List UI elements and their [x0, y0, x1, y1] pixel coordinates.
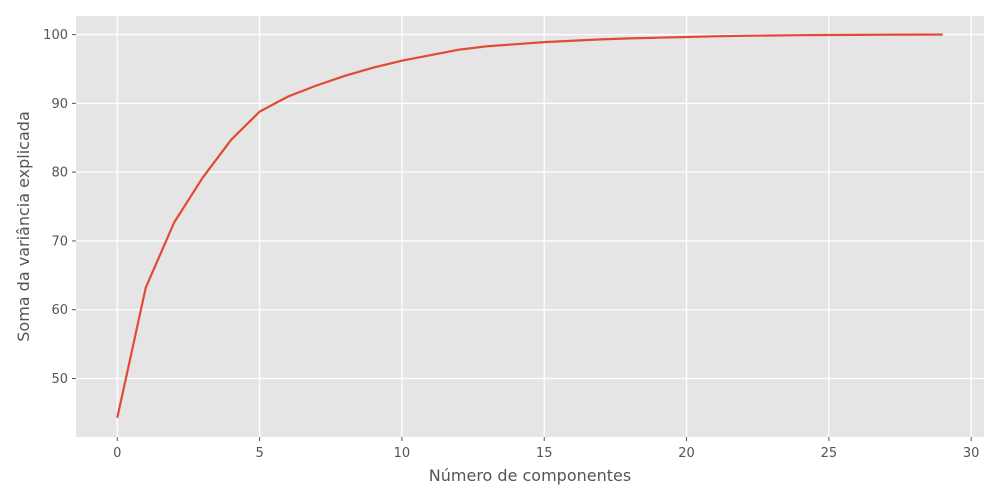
- y-axis-title: Soma da variância explicada: [14, 111, 33, 341]
- x-tick-label: 25: [821, 446, 838, 461]
- plot-area: [76, 16, 984, 437]
- series-group: [116, 33, 943, 418]
- x-tick-label: 0: [113, 446, 121, 461]
- y-tick-label: 90: [51, 97, 68, 112]
- y-tick-label: 50: [51, 372, 68, 387]
- x-tick-label: 30: [963, 446, 980, 461]
- x-tick-label: 10: [394, 446, 411, 461]
- series-line: [116, 33, 943, 418]
- y-tick-label: 100: [43, 28, 68, 43]
- y-axis-ticks: 50 60 70 80 90 100: [43, 28, 76, 387]
- y-tick-label: 60: [51, 303, 68, 318]
- x-axis-title: Número de componentes: [429, 466, 631, 485]
- y-tick-label: 70: [51, 234, 68, 249]
- x-tick-label: 5: [255, 446, 263, 461]
- x-axis-ticks: 0 5 10 15 20 25 30: [113, 437, 979, 461]
- y-tick-label: 80: [51, 166, 68, 181]
- x-tick-label: 15: [536, 446, 553, 461]
- x-tick-label: 20: [678, 446, 695, 461]
